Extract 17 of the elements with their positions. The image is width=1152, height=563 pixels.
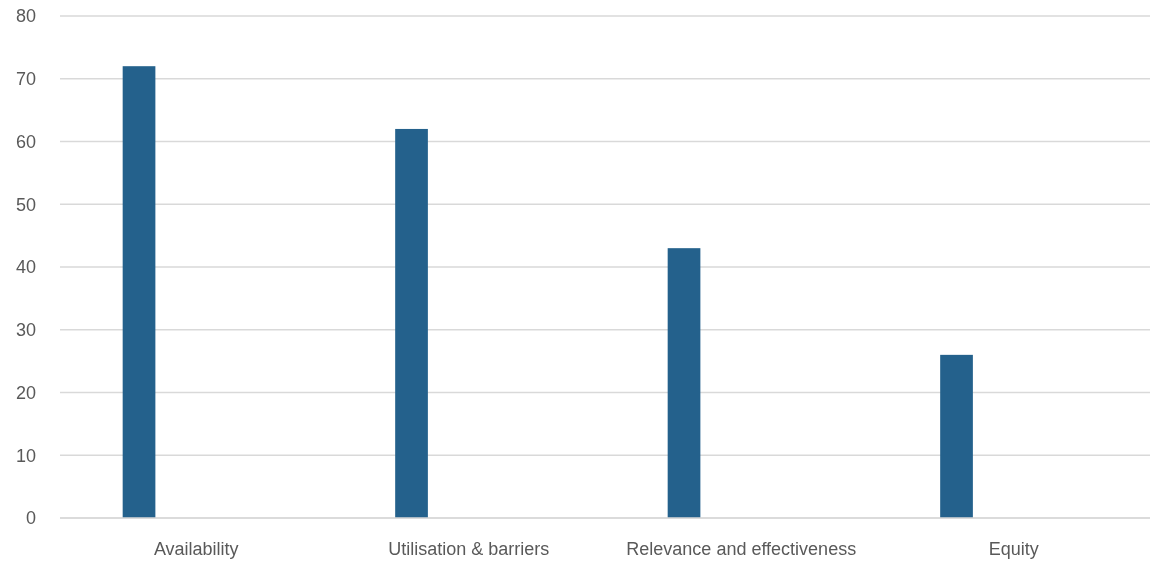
y-tick-label: 10 bbox=[15, 445, 36, 466]
bar bbox=[940, 354, 973, 518]
x-tick-label: Utilisation & barriers bbox=[388, 539, 550, 559]
y-tick-label: 80 bbox=[15, 6, 36, 27]
y-tick-label: 60 bbox=[15, 131, 36, 152]
x-tick-label: Relevance and effectiveness bbox=[626, 539, 857, 559]
x-tick-label: Availability bbox=[153, 539, 239, 559]
bar bbox=[667, 248, 701, 518]
x-tick-label: Equity bbox=[988, 539, 1039, 559]
y-tick-label: 0 bbox=[25, 508, 36, 529]
y-tick-label: 20 bbox=[15, 382, 36, 403]
y-tick-label: 30 bbox=[15, 320, 36, 341]
y-tick-label: 50 bbox=[15, 194, 36, 215]
bar bbox=[395, 128, 428, 518]
y-tick-label: 70 bbox=[15, 69, 36, 90]
bar bbox=[122, 66, 156, 518]
y-tick-label: 40 bbox=[15, 257, 36, 278]
